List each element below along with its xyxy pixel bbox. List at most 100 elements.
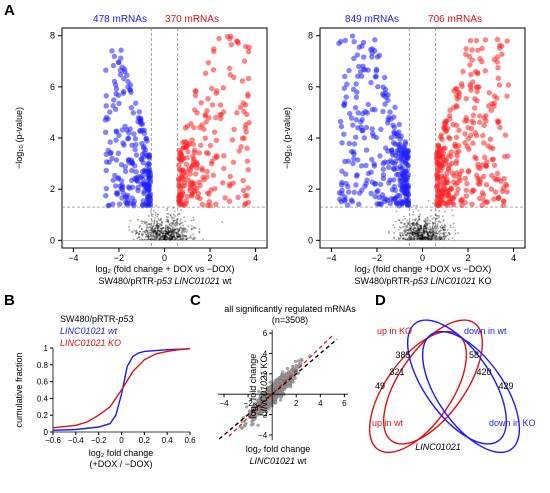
ns-point <box>170 231 173 234</box>
ns-point <box>446 229 449 231</box>
ns-point <box>406 237 409 240</box>
venn-label-down-ko: down in KO <box>489 418 536 428</box>
ns-point <box>177 235 180 238</box>
ns-point <box>154 230 157 233</box>
ns-point <box>426 217 429 219</box>
up-point <box>196 150 203 156</box>
gene-point <box>260 404 264 408</box>
ns-point <box>151 238 154 241</box>
ns-point <box>411 222 414 225</box>
ns-point <box>414 232 417 235</box>
ns-point <box>156 215 159 218</box>
ns-point <box>167 219 170 222</box>
down-point <box>107 139 113 145</box>
ns-point <box>415 218 417 221</box>
ns-point <box>425 223 428 226</box>
ns-point <box>169 235 171 238</box>
ns-point <box>423 220 426 223</box>
ns-point <box>418 238 421 241</box>
ns-point <box>164 230 167 232</box>
ns-point <box>412 231 415 234</box>
down-point <box>112 172 118 179</box>
ns-point <box>153 228 155 231</box>
ns-point <box>402 237 405 240</box>
down-point <box>139 140 145 147</box>
ns-point <box>392 231 395 234</box>
ns-point <box>436 225 439 228</box>
ns-point <box>410 222 413 225</box>
ns-point <box>427 236 429 239</box>
ns-point <box>184 227 187 230</box>
ns-point <box>138 232 140 235</box>
ns-point <box>411 228 414 231</box>
ns-point <box>177 231 180 234</box>
down-point <box>113 157 120 163</box>
ns-point <box>179 238 182 241</box>
up-point <box>453 160 459 167</box>
ns-point <box>167 233 170 235</box>
ns-point <box>140 233 143 235</box>
ns-point <box>410 231 412 233</box>
up-point <box>468 125 475 132</box>
ns-point <box>419 224 422 227</box>
down-point <box>128 177 135 184</box>
gene-point <box>293 376 297 380</box>
ns-point <box>414 223 417 225</box>
ns-point <box>145 224 148 227</box>
ns-point <box>431 233 434 236</box>
ns-point <box>172 231 175 234</box>
ns-point <box>444 224 447 227</box>
ns-point <box>409 232 412 235</box>
ns-point <box>405 225 408 227</box>
ns-point <box>167 232 170 235</box>
up-point <box>198 142 204 149</box>
ns-point <box>152 231 155 233</box>
ns-point <box>175 234 178 237</box>
down-point <box>394 200 400 207</box>
ns-point <box>421 233 423 236</box>
ns-point <box>418 230 421 232</box>
up-point <box>221 153 227 159</box>
ns-point <box>404 226 407 229</box>
ns-point <box>172 235 174 238</box>
ns-point <box>417 234 419 237</box>
down-point <box>129 184 136 190</box>
ns-point <box>427 236 430 239</box>
ns-point <box>416 220 419 223</box>
down-point <box>138 117 144 124</box>
down-point <box>376 194 382 201</box>
ns-point <box>418 227 421 230</box>
ns-point <box>171 223 174 226</box>
ns-point <box>431 235 433 238</box>
ns-point <box>426 216 429 219</box>
up-point <box>467 62 473 68</box>
ns-point <box>157 233 160 236</box>
ns-point <box>152 225 154 228</box>
up-point <box>246 120 252 126</box>
up-point <box>491 162 498 168</box>
ns-point <box>176 220 178 223</box>
ns-point <box>136 219 139 221</box>
ns-point <box>155 231 158 234</box>
ns-point <box>397 237 400 239</box>
ns-point <box>388 232 390 234</box>
ns-point <box>431 237 434 240</box>
up-point <box>479 45 485 52</box>
ns-point <box>415 207 418 210</box>
down-point <box>337 196 343 202</box>
ns-point <box>173 219 176 222</box>
ns-point <box>156 222 159 225</box>
down-point <box>388 135 395 141</box>
down-point <box>372 37 378 43</box>
ns-point <box>442 235 445 238</box>
ns-point <box>442 235 445 238</box>
up-point <box>184 193 191 200</box>
ns-point <box>441 226 444 229</box>
down-point <box>356 44 362 50</box>
down-point <box>113 137 119 143</box>
venn-count-upko-only: 385 <box>395 350 410 360</box>
ns-point <box>431 234 434 237</box>
ns-point <box>176 221 179 224</box>
ns-point <box>145 221 148 223</box>
